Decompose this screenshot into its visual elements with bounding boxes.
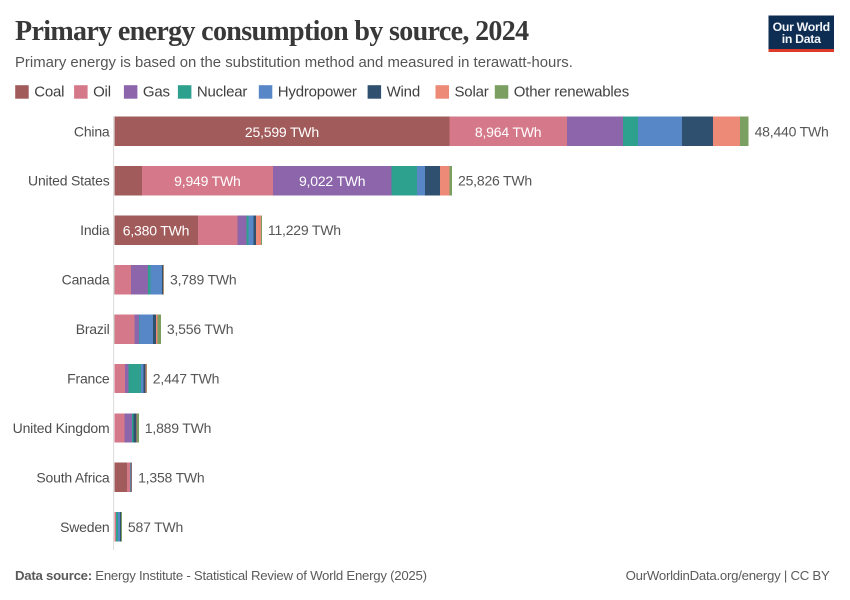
svg-text:India: India — [80, 222, 110, 238]
svg-text:3,556 TWh: 3,556 TWh — [167, 321, 233, 337]
svg-text:Solar: Solar — [455, 84, 489, 101]
svg-text:Hydropower: Hydropower — [278, 84, 357, 101]
svg-text:Primary energy is based on the: Primary energy is based on the substitut… — [15, 55, 573, 71]
svg-text:8,964 TWh: 8,964 TWh — [475, 124, 541, 140]
svg-text:United States: United States — [28, 173, 110, 189]
svg-text:Canada: Canada — [62, 272, 110, 288]
svg-text:587 TWh: 587 TWh — [128, 519, 183, 535]
svg-text:1,889 TWh: 1,889 TWh — [145, 420, 211, 436]
svg-text:Nuclear: Nuclear — [197, 84, 247, 101]
svg-text:Primary energy consumption by: Primary energy consumption by source, 20… — [15, 16, 529, 47]
svg-text:Gas: Gas — [143, 84, 170, 101]
svg-text:South Africa: South Africa — [36, 469, 110, 485]
svg-text:Sweden: Sweden — [60, 519, 109, 535]
svg-text:25,599 TWh: 25,599 TWh — [245, 124, 319, 140]
svg-text:Other renewables: Other renewables — [514, 84, 629, 101]
svg-text:Data source: Energy Institute: Data source: Energy Institute - Statisti… — [15, 568, 427, 583]
svg-text:France: France — [67, 371, 110, 387]
svg-text:Our World: Our World — [773, 20, 830, 34]
svg-text:48,440 TWh: 48,440 TWh — [755, 123, 829, 139]
svg-text:25,826 TWh: 25,826 TWh — [458, 173, 532, 189]
svg-text:in Data: in Data — [782, 32, 821, 46]
svg-text:11,229 TWh: 11,229 TWh — [268, 222, 341, 238]
svg-text:China: China — [74, 123, 110, 139]
svg-text:9,022 TWh: 9,022 TWh — [299, 173, 365, 189]
svg-text:OurWorldinData.org/energy | CC: OurWorldinData.org/energy | CC BY — [626, 568, 830, 583]
svg-text:2,447 TWh: 2,447 TWh — [153, 371, 219, 387]
svg-text:Wind: Wind — [387, 84, 420, 101]
svg-text:United Kingdom: United Kingdom — [13, 420, 110, 436]
svg-text:Brazil: Brazil — [76, 321, 110, 337]
svg-text:6,380 TWh: 6,380 TWh — [123, 223, 189, 239]
svg-text:1,358 TWh: 1,358 TWh — [138, 469, 204, 485]
svg-text:9,949 TWh: 9,949 TWh — [174, 173, 240, 189]
svg-text:Coal: Coal — [34, 84, 64, 101]
svg-text:3,789 TWh: 3,789 TWh — [170, 272, 236, 288]
svg-text:Oil: Oil — [93, 84, 111, 101]
